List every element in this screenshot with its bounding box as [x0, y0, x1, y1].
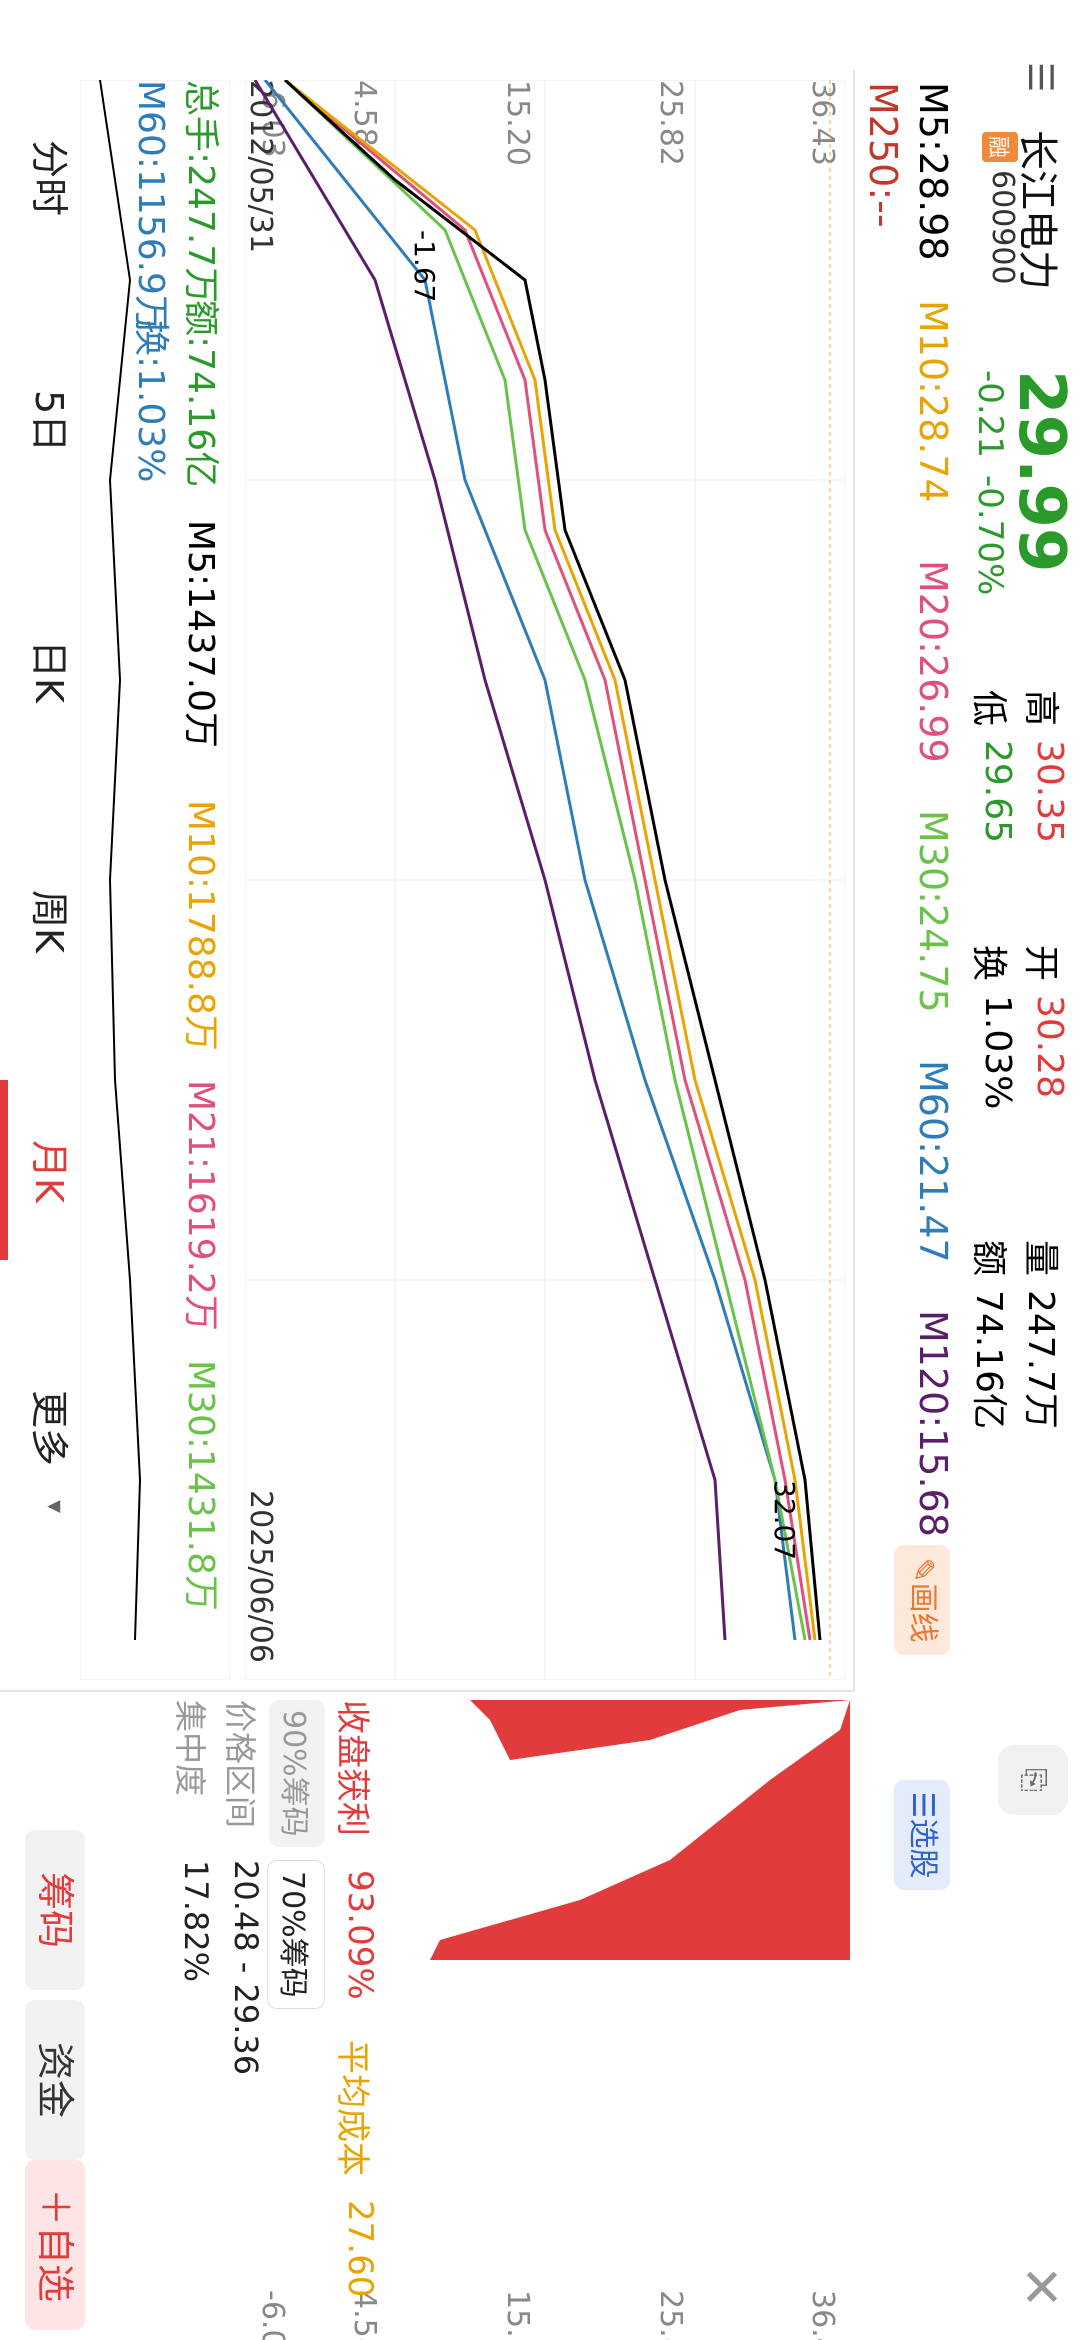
chip-axis-top: 36.43 — [805, 2290, 840, 2340]
profit-value: 93.09% — [340, 1870, 380, 2000]
tab-weekly[interactable]: 周K — [27, 890, 71, 953]
ma30-line — [283, 80, 807, 1641]
tab-intraday[interactable]: 分时 — [27, 140, 71, 217]
chip-tab-90[interactable]: 90%筹码 — [269, 1700, 325, 1847]
stock-picker-button[interactable]: ☰选股 — [894, 1780, 950, 1890]
concentration-label: 集中度 — [171, 1700, 209, 1797]
open-label: 开 — [1020, 945, 1061, 982]
ma30-label: M30:24.75 — [911, 810, 955, 1013]
range-label: 价格区间 — [221, 1700, 259, 1829]
ma5-label: M5:28.98 — [911, 82, 955, 261]
add-watchlist-button[interactable]: ＋自选 — [25, 2160, 85, 2330]
stock-name: 长江电力 — [1014, 130, 1060, 290]
ma60-line — [263, 80, 797, 1641]
menu-icon[interactable]: ☰ — [1020, 62, 1060, 93]
high-label: 高 — [1020, 690, 1061, 727]
ma5-line — [283, 80, 822, 1641]
chip-tab-70[interactable]: 70%筹码 — [267, 1860, 325, 2009]
avg-cost-value: 27.60 — [340, 2200, 380, 2298]
chip-axis-3: 15.2 — [500, 2290, 535, 2340]
panel-divider — [0, 1690, 855, 1692]
amount-label: 额 — [968, 1240, 1009, 1277]
tab-5day[interactable]: 5日 — [27, 390, 71, 453]
ma120-line — [253, 80, 727, 1641]
chip-axis-2: 25.82 — [653, 2290, 688, 2340]
ma20-line — [284, 80, 812, 1641]
price-change-pct: -0.70% — [970, 475, 1010, 596]
turnover-value: 1.03% — [977, 995, 1018, 1110]
rotate-button[interactable]: ⎘ — [998, 1745, 1068, 1815]
chip-chart — [430, 1700, 850, 2260]
turnover-label: 换 — [968, 945, 1009, 982]
ma10-line — [284, 80, 817, 1641]
ma10-label: M10:28.74 — [911, 300, 955, 503]
range-value: 20.48 - 29.36 — [227, 1860, 265, 2076]
svg-text:-1.67: -1.67 — [408, 230, 441, 302]
chip-axis-4: 4.58 — [347, 2290, 382, 2340]
more-caret-icon: ▾ — [40, 1500, 70, 1514]
svg-text:32.07: 32.07 — [768, 1480, 801, 1560]
stock-picker-label: 选股 — [905, 1818, 940, 1879]
ma60-label: M60:21.47 — [911, 1060, 955, 1263]
close-icon[interactable]: ✕ — [1010, 2265, 1070, 2309]
draw-line-label: 画线 — [905, 1582, 940, 1643]
fund-tab[interactable]: 资金 — [25, 2000, 85, 2160]
avg-cost-label: 平均成本 — [332, 2040, 372, 2176]
volume-chart[interactable] — [80, 80, 230, 1680]
amount-value: 74.16亿 — [968, 1290, 1009, 1430]
ma20-label: M20:26.99 — [911, 560, 955, 763]
ma120-label: M120:15.68 — [911, 1310, 955, 1537]
low-value: 29.65 — [977, 740, 1018, 844]
active-tab-indicator — [0, 1080, 8, 1260]
price-change: -0.21 — [970, 370, 1010, 458]
kline-chart[interactable]: 32.07 -1.67 — [245, 80, 845, 1680]
volume-value: 247.7万 — [1020, 1290, 1061, 1430]
profit-label: 收盘获利 — [332, 1700, 372, 1836]
high-value: 30.35 — [1029, 740, 1070, 844]
current-price: 29.99 — [1004, 370, 1078, 573]
tab-daily[interactable]: 日K — [27, 640, 71, 703]
low-label: 低 — [968, 690, 1009, 727]
concentration-value: 17.82% — [177, 1860, 215, 1983]
margin-badge: 融 — [982, 132, 1018, 163]
tab-more[interactable]: 更多 — [27, 1390, 71, 1467]
chip-tab[interactable]: 筹码 — [25, 1830, 85, 1990]
ma250-label: M250:-- — [861, 82, 905, 228]
volume-label: 量 — [1020, 1240, 1061, 1277]
draw-line-button[interactable]: ✎画线 — [894, 1545, 950, 1655]
tab-monthly[interactable]: 月K — [27, 1140, 71, 1203]
chip-axis-bottom: -6.03 — [255, 2290, 290, 2340]
open-value: 30.28 — [1029, 995, 1070, 1099]
stock-code: 600900 — [985, 170, 1020, 285]
add-watchlist-label: 自选 — [33, 2226, 77, 2303]
panel-border-top — [853, 70, 855, 1690]
